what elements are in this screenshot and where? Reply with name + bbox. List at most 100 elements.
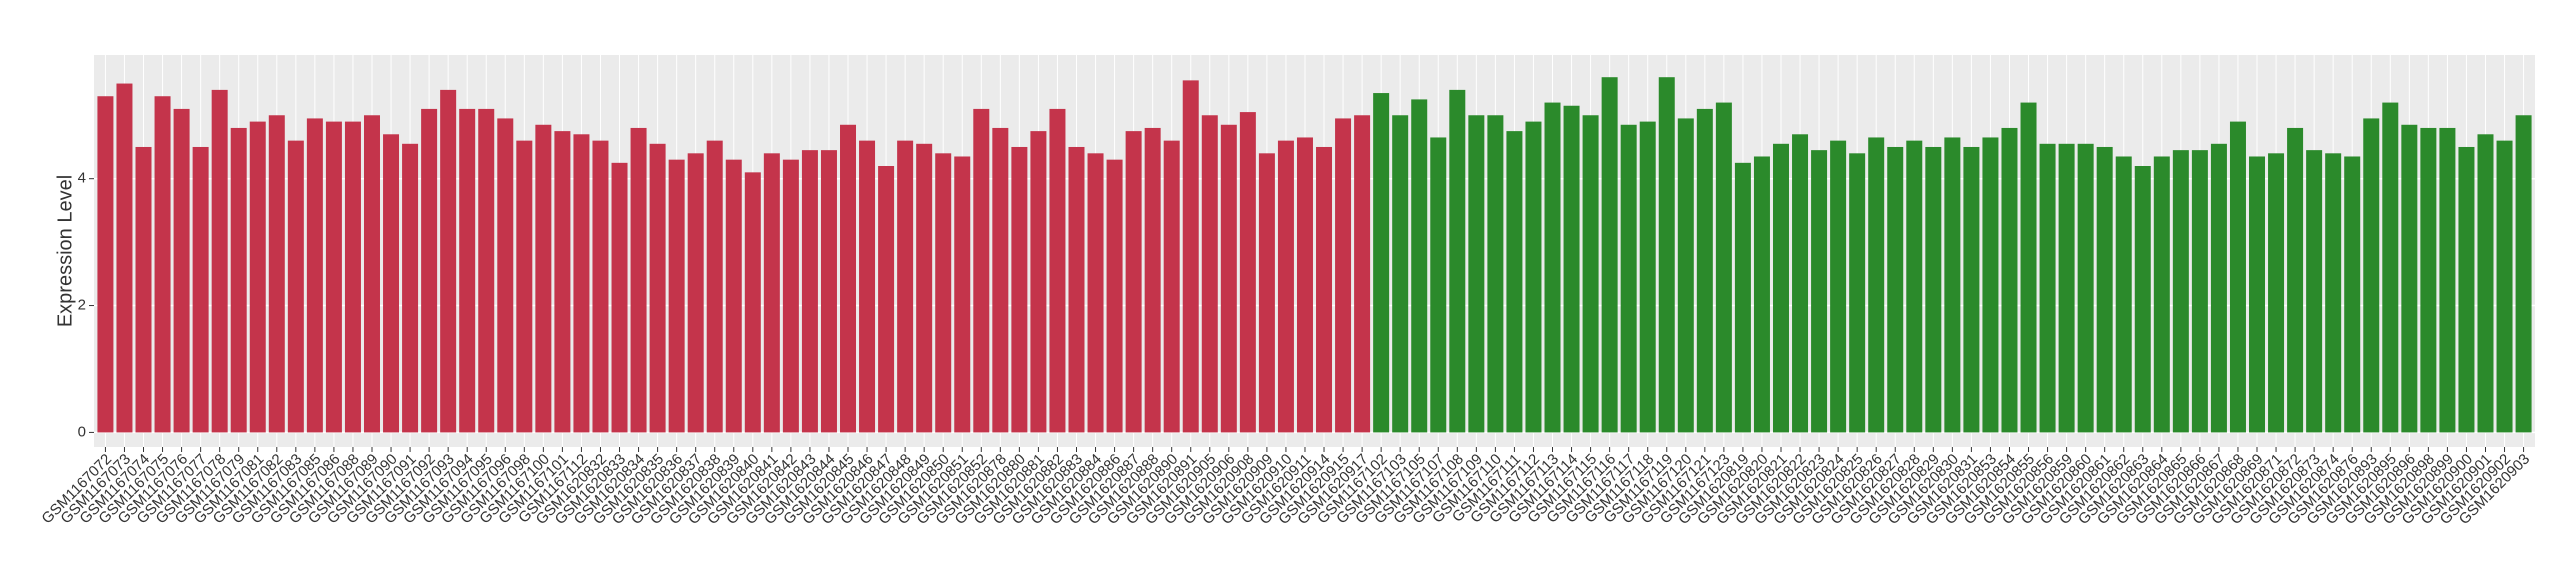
bar [973, 108, 990, 433]
bar [878, 166, 895, 433]
bar [573, 134, 590, 433]
bar [1525, 121, 1542, 433]
bar [2115, 156, 2132, 433]
bar [1906, 140, 1923, 433]
bar [859, 140, 876, 433]
bar [1487, 115, 1504, 433]
bar [1944, 137, 1961, 433]
bar [1296, 137, 1313, 433]
bar [554, 131, 571, 433]
bar [1392, 115, 1409, 433]
bar [2229, 121, 2246, 433]
bar [611, 162, 628, 433]
bar [268, 115, 285, 433]
bar [2515, 115, 2532, 433]
bar [649, 143, 666, 433]
bar [2306, 150, 2323, 433]
bar [1658, 77, 1675, 433]
bar [497, 118, 514, 433]
bar [630, 127, 647, 433]
bar [687, 153, 704, 433]
y-axis-label: Expression Level [54, 175, 76, 327]
bar [1734, 162, 1751, 433]
bar [287, 140, 304, 433]
bar [2325, 153, 2342, 433]
bar [592, 140, 609, 433]
bar [916, 143, 933, 433]
y-tick-label: 4 [78, 170, 86, 187]
bar [1239, 112, 1256, 433]
bar [135, 146, 152, 433]
bar [1792, 134, 1809, 433]
bar [2382, 102, 2399, 433]
bar [2153, 156, 2170, 433]
bar [1030, 131, 1047, 433]
bar [2172, 150, 2189, 433]
bar [1620, 124, 1637, 433]
bar [2020, 102, 2037, 433]
bar [1411, 99, 1428, 433]
bar [97, 96, 114, 433]
bar [116, 83, 133, 433]
bar [383, 134, 400, 433]
bar [935, 153, 952, 433]
bar [1772, 143, 1789, 433]
bar [1544, 102, 1561, 433]
bar [1563, 105, 1580, 433]
bar [306, 118, 323, 433]
bar [2477, 134, 2494, 433]
bar [1582, 115, 1599, 433]
bar [1201, 115, 1218, 433]
bar [2210, 143, 2227, 433]
bar [440, 89, 457, 433]
bar [1696, 108, 1713, 433]
bar [192, 146, 209, 433]
bar [2001, 127, 2018, 433]
y-tick-label: 0 [78, 423, 86, 440]
bar [801, 150, 818, 433]
bar [1049, 108, 1066, 433]
bar [706, 140, 723, 433]
bar [2249, 156, 2266, 433]
bar [363, 115, 380, 433]
bar [1087, 153, 1104, 433]
bar [1468, 115, 1485, 433]
bar [840, 124, 857, 433]
bar [1753, 156, 1770, 433]
bar [1182, 80, 1199, 433]
bar [820, 150, 837, 433]
bar [954, 156, 971, 433]
bar [1639, 121, 1656, 433]
bar [1715, 102, 1732, 433]
bar [1011, 146, 1028, 433]
bar [1163, 140, 1180, 433]
bar [2344, 156, 2361, 433]
bar [1125, 131, 1142, 433]
bar [2458, 146, 2475, 433]
bar [1335, 118, 1352, 433]
bar [2096, 146, 2113, 433]
bar [1106, 159, 1123, 433]
bar [230, 127, 247, 433]
bar [478, 108, 495, 433]
bar [1963, 146, 1980, 433]
bar [782, 159, 799, 433]
bar [1144, 127, 1161, 433]
bar [2420, 127, 2437, 433]
bar [2039, 143, 2056, 433]
bar [668, 159, 685, 433]
bar [1449, 89, 1466, 433]
bar [2401, 124, 2418, 433]
y-tick-label: 2 [78, 297, 86, 314]
bar [1277, 140, 1294, 433]
bar [1258, 153, 1275, 433]
bar [2191, 150, 2208, 433]
bar [2439, 127, 2456, 433]
bar [1601, 77, 1618, 433]
bar [211, 89, 228, 433]
bar [154, 96, 171, 433]
bar [725, 159, 742, 433]
bar [1982, 137, 1999, 433]
bar [897, 140, 914, 433]
